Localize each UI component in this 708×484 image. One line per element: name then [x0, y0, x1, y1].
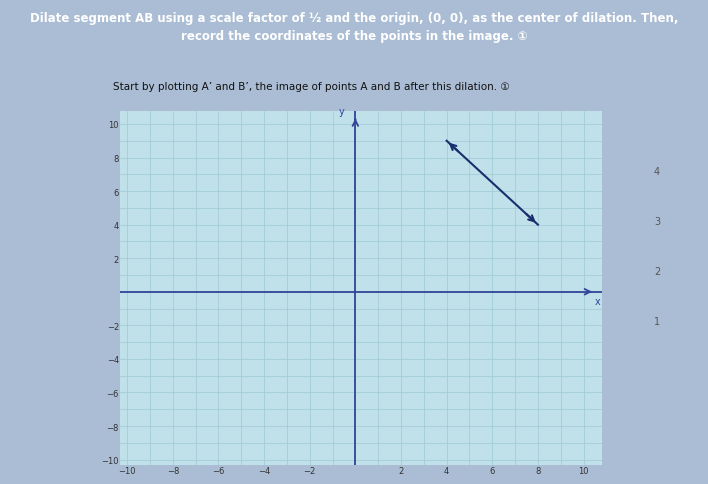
Text: 4: 4	[654, 167, 660, 177]
Text: y: y	[339, 106, 345, 117]
Text: x: x	[594, 296, 600, 306]
Text: 3: 3	[654, 217, 660, 227]
Text: Dilate segment AB using a scale factor of ½ and the origin, (0, 0), as the cente: Dilate segment AB using a scale factor o…	[30, 12, 678, 43]
Text: Start by plotting A’ and B’, the image of points A and B after this dilation. ①: Start by plotting A’ and B’, the image o…	[113, 82, 510, 92]
Text: 2: 2	[654, 267, 660, 277]
Text: 1: 1	[654, 317, 660, 327]
